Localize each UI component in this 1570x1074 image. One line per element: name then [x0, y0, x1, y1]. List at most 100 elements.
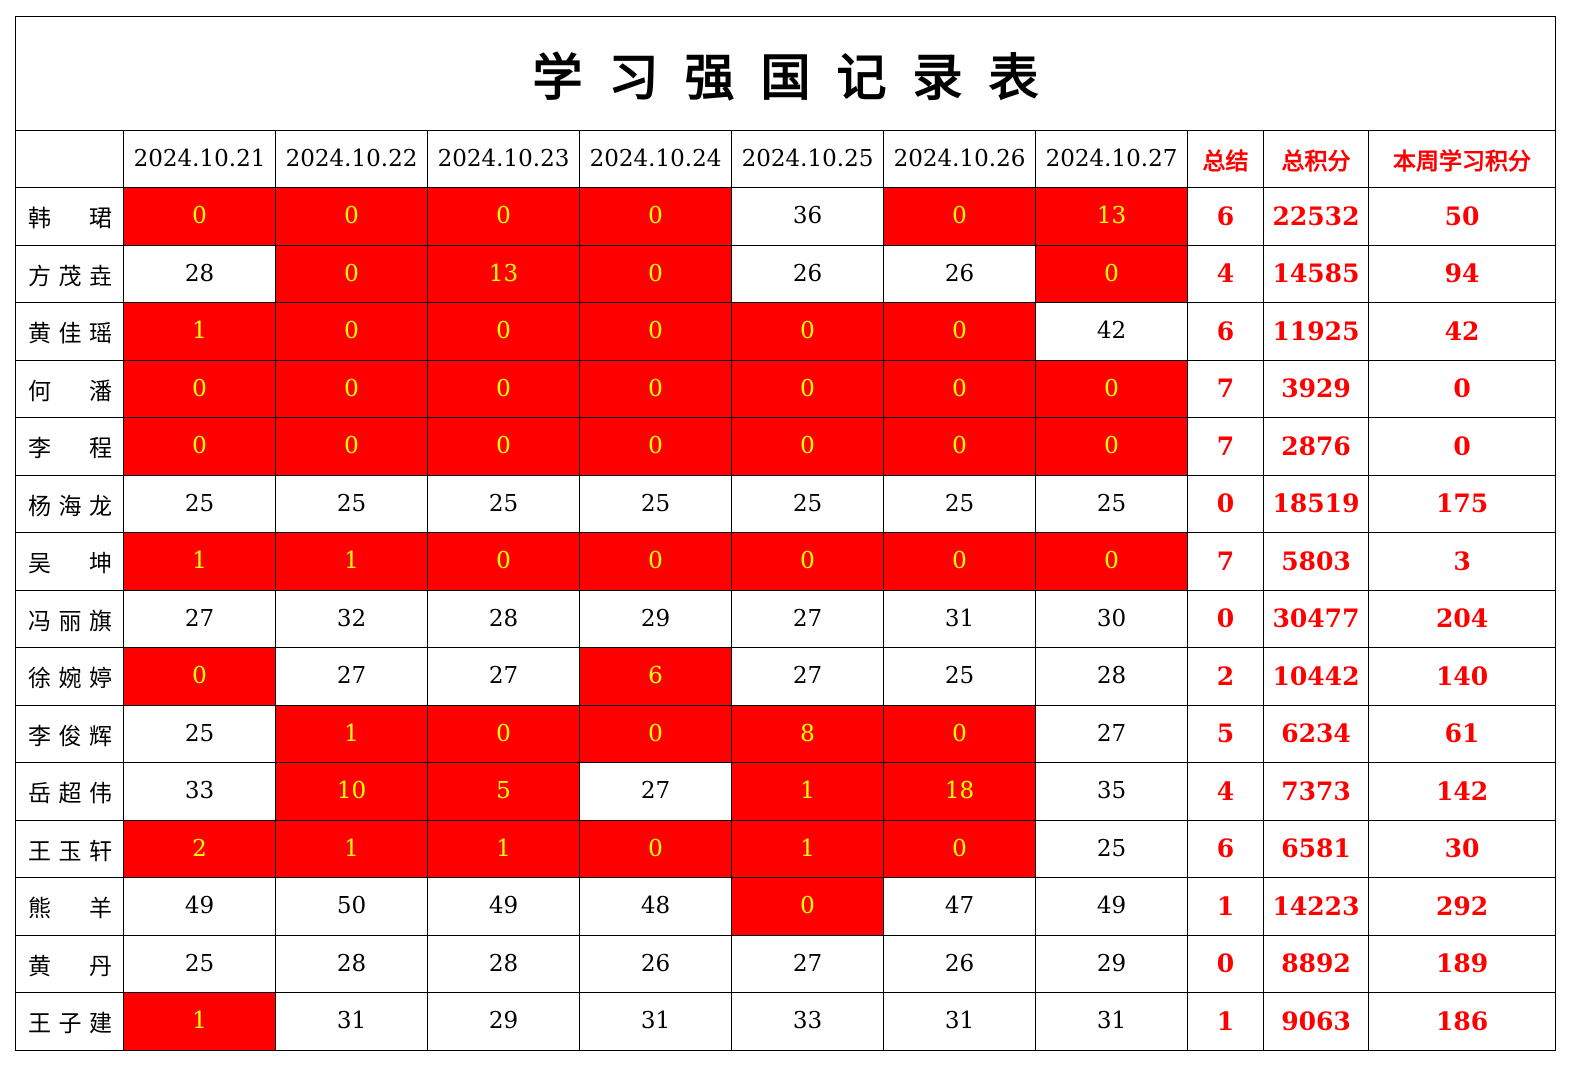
day-cell: 47 — [883, 877, 1036, 936]
day-cell: 0 — [883, 302, 1036, 361]
day-cell: 25 — [427, 474, 580, 533]
day-cell: 0 — [275, 359, 428, 418]
header-cell: 2024.10.27 — [1035, 130, 1188, 188]
header-cell: 总结 — [1187, 130, 1264, 188]
person-name: 徐婉婷 — [28, 666, 112, 693]
day-cell: 1 — [275, 819, 428, 878]
day-cell: 48 — [579, 877, 732, 936]
name-cell: 冯丽旗 — [15, 589, 124, 648]
name-cell: 王子建 — [15, 992, 124, 1051]
week-cell: 42 — [1367, 302, 1557, 361]
day-cell: 31 — [275, 992, 428, 1051]
day-cell: 25 — [883, 474, 1036, 533]
summary-cell: 6 — [1187, 187, 1264, 246]
day-cell: 0 — [579, 187, 732, 246]
day-cell: 26 — [731, 244, 884, 303]
name-cell: 李俊辉 — [15, 704, 124, 763]
corner-cell — [15, 130, 124, 188]
day-cell: 2 — [123, 819, 276, 878]
total-cell: 30477 — [1263, 589, 1369, 648]
week-cell: 3 — [1367, 532, 1557, 591]
day-cell: 0 — [731, 359, 884, 418]
day-cell: 27 — [275, 647, 428, 706]
day-cell: 5 — [427, 762, 580, 821]
total-cell: 18519 — [1263, 474, 1369, 533]
name-cell: 何潘 — [15, 359, 124, 418]
person-name: 吴坤 — [28, 551, 112, 578]
day-cell: 0 — [883, 417, 1036, 476]
day-cell: 6 — [579, 647, 732, 706]
day-cell: 0 — [883, 819, 1036, 878]
person-name: 何潘 — [28, 378, 112, 405]
table-title: 学习强国记录表 — [14, 16, 1557, 131]
header-cell: 2024.10.26 — [883, 130, 1036, 188]
day-cell: 49 — [123, 877, 276, 936]
day-cell: 26 — [579, 934, 732, 993]
total-cell: 9063 — [1263, 992, 1369, 1051]
summary-cell: 1 — [1187, 877, 1264, 936]
summary-cell: 7 — [1187, 359, 1264, 418]
person-name: 冯丽旗 — [28, 608, 112, 635]
day-cell: 1 — [123, 302, 276, 361]
header-cell: 2024.10.23 — [427, 130, 580, 188]
week-cell: 0 — [1367, 417, 1557, 476]
week-cell: 186 — [1367, 992, 1557, 1051]
day-cell: 0 — [427, 187, 580, 246]
day-cell: 49 — [1035, 877, 1188, 936]
data-row: 黄佳瑶 1 0 0 0 0 0 42 6 11925 42 — [15, 302, 1557, 361]
total-cell: 8892 — [1263, 934, 1369, 993]
total-cell: 22532 — [1263, 187, 1369, 246]
name-cell: 王玉轩 — [15, 819, 124, 878]
header-cell: 本周学习积分 — [1367, 130, 1557, 188]
day-cell: 0 — [427, 532, 580, 591]
summary-cell: 4 — [1187, 762, 1264, 821]
day-cell: 28 — [123, 244, 276, 303]
name-cell: 杨海龙 — [15, 474, 124, 533]
week-cell: 0 — [1367, 359, 1557, 418]
day-cell: 31 — [579, 992, 732, 1051]
day-cell: 1 — [123, 992, 276, 1051]
day-cell: 25 — [275, 474, 428, 533]
person-name: 方茂垚 — [28, 263, 112, 290]
data-row: 李俊辉 25 1 0 0 8 0 27 5 6234 61 — [15, 704, 1557, 763]
person-name: 黄佳瑶 — [28, 321, 112, 348]
day-cell: 26 — [883, 934, 1036, 993]
day-cell: 25 — [1035, 474, 1188, 533]
name-cell: 方茂垚 — [15, 244, 124, 303]
day-cell: 0 — [1035, 532, 1188, 591]
summary-cell: 0 — [1187, 589, 1264, 648]
week-cell: 292 — [1367, 877, 1557, 936]
day-cell: 28 — [1035, 647, 1188, 706]
summary-cell: 6 — [1187, 302, 1264, 361]
summary-cell: 7 — [1187, 417, 1264, 476]
person-name: 李俊辉 — [28, 723, 112, 750]
day-cell: 31 — [883, 992, 1036, 1051]
day-cell: 33 — [123, 762, 276, 821]
day-cell: 0 — [883, 187, 1036, 246]
day-cell: 0 — [427, 302, 580, 361]
summary-cell: 6 — [1187, 819, 1264, 878]
total-cell: 10442 — [1263, 647, 1369, 706]
total-cell: 7373 — [1263, 762, 1369, 821]
day-cell: 0 — [275, 244, 428, 303]
day-cell: 0 — [427, 704, 580, 763]
day-cell: 0 — [883, 532, 1036, 591]
data-row: 冯丽旗 27 32 28 29 27 31 30 0 30477 204 — [15, 589, 1557, 648]
person-name: 熊羊 — [28, 896, 112, 923]
day-cell: 27 — [123, 589, 276, 648]
summary-cell: 0 — [1187, 474, 1264, 533]
week-cell: 61 — [1367, 704, 1557, 763]
day-cell: 0 — [123, 647, 276, 706]
person-name: 韩珺 — [28, 206, 112, 233]
total-cell: 2876 — [1263, 417, 1369, 476]
day-cell: 1 — [731, 819, 884, 878]
day-cell: 29 — [427, 992, 580, 1051]
summary-cell: 7 — [1187, 532, 1264, 591]
day-cell: 33 — [731, 992, 884, 1051]
day-cell: 27 — [731, 934, 884, 993]
week-cell: 175 — [1367, 474, 1557, 533]
day-cell: 31 — [883, 589, 1036, 648]
day-cell: 0 — [275, 187, 428, 246]
total-cell: 6581 — [1263, 819, 1369, 878]
